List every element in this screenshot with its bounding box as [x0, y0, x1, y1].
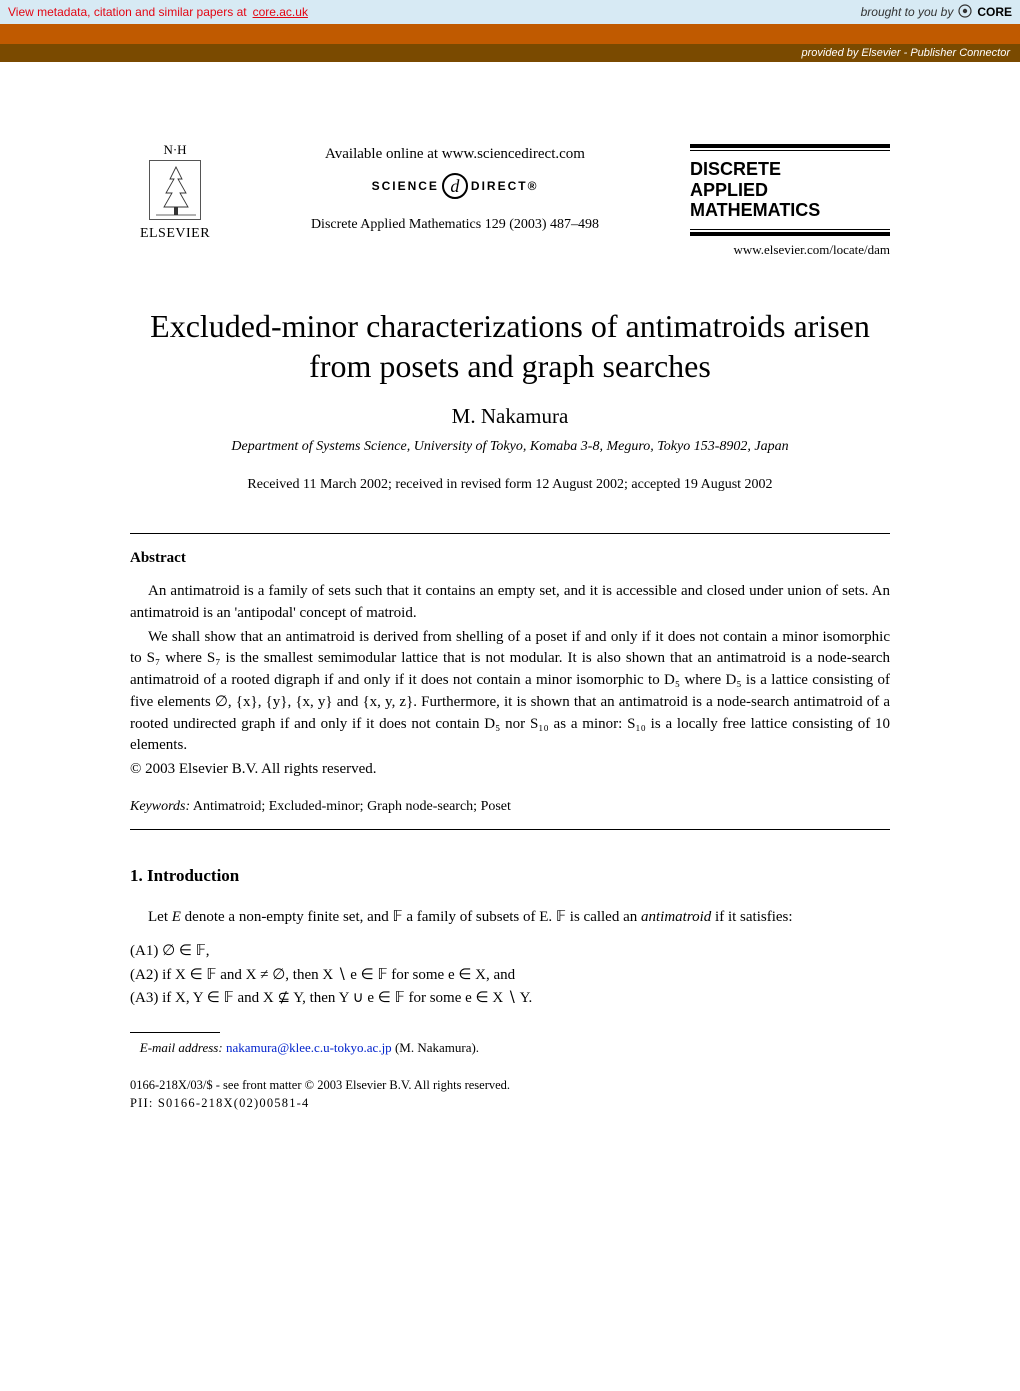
axiom-list: (A1) ∅ ∈ 𝔽, (A2) if X ∈ 𝔽 and X ≠ ∅, the…	[130, 940, 890, 1010]
page-content: N·H ELSEVIER Available online at www.sci…	[0, 62, 1020, 1152]
article-dates: Received 11 March 2002; received in revi…	[130, 477, 890, 493]
journal-name-1: DISCRETE	[690, 159, 781, 179]
locate-url: www.elsevier.com/locate/dam	[690, 242, 890, 258]
publisher-logo: N·H ELSEVIER	[130, 142, 220, 242]
axiom-a1: (A1) ∅ ∈ 𝔽,	[130, 940, 890, 963]
journal-reference: Discrete Applied Mathematics 129 (2003) …	[240, 217, 670, 233]
abstract-heading: Abstract	[130, 550, 890, 567]
sd-right: DIRECT®	[471, 179, 539, 193]
intro-p1: Let E denote a non-empty finite set, and…	[130, 906, 890, 929]
sd-circle-icon: d	[442, 173, 468, 199]
abstract-p1: An antimatroid is a family of sets such …	[130, 581, 890, 625]
core-badge-label: CORE	[977, 5, 1012, 19]
sciencedirect-badge: SCIENCE d DIRECT®	[240, 173, 670, 199]
author-name: M. Nakamura	[130, 404, 890, 429]
copyright-line1: 0166-218X/03/$ - see front matter © 2003…	[130, 1077, 890, 1095]
banner-left-text: View metadata, citation and similar pape…	[8, 5, 247, 19]
journal-name: DISCRETE APPLIED MATHEMATICS	[690, 153, 890, 227]
abstract-copyright: © 2003 Elsevier B.V. All rights reserved…	[130, 759, 890, 781]
rule-thin-bottom	[690, 229, 890, 230]
core-banner: View metadata, citation and similar pape…	[0, 0, 1020, 24]
copyright-line2: PII: S0166-218X(02)00581-4	[130, 1095, 890, 1113]
abstract-rule-top	[130, 533, 890, 534]
section-1-heading: 1. Introduction	[130, 866, 890, 886]
intro-body: Let E denote a non-empty finite set, and…	[130, 906, 890, 929]
article-title: Excluded-minor characterizations of anti…	[130, 306, 890, 386]
abstract-rule-bottom	[130, 829, 890, 830]
intro-p1-term: antimatroid	[641, 909, 711, 925]
axiom-a3: (A3) if X, Y ∈ 𝔽 and X ⊈ Y, then Y ∪ e ∈…	[130, 987, 890, 1010]
intro-p1-prefix: Let	[148, 909, 172, 925]
banner-left: View metadata, citation and similar pape…	[8, 5, 308, 19]
rule-thick-bottom	[690, 232, 890, 236]
email-label: E-mail address:	[140, 1040, 223, 1055]
journal-name-3: MATHEMATICS	[690, 200, 820, 220]
keywords-label: Keywords:	[130, 799, 190, 814]
publisher-name: ELSEVIER	[140, 226, 210, 242]
copyright-block: 0166-218X/03/$ - see front matter © 2003…	[130, 1077, 890, 1112]
abstract-body: An antimatroid is a family of sets such …	[130, 581, 890, 781]
core-icon	[957, 3, 973, 22]
core-link[interactable]: core.ac.uk	[253, 5, 308, 19]
header-center: Available online at www.sciencedirect.co…	[240, 142, 670, 233]
footnote: E-mail address: nakamura@klee.c.u-tokyo.…	[130, 1039, 890, 1057]
email-suffix: (M. Nakamura).	[392, 1040, 479, 1055]
journal-name-2: APPLIED	[690, 180, 768, 200]
sd-left: SCIENCE	[372, 179, 439, 193]
corresponding-email-link[interactable]: nakamura@klee.c.u-tokyo.ac.jp	[226, 1040, 392, 1055]
intro-p1-rest: denote a non-empty finite set, and 𝔽 a f…	[181, 909, 641, 925]
intro-p1-tail: if it satisfies:	[711, 909, 792, 925]
abstract-p2: We shall show that an antimatroid is der…	[130, 627, 890, 758]
author-affiliation: Department of Systems Science, Universit…	[130, 439, 890, 455]
header-right: DISCRETE APPLIED MATHEMATICS www.elsevie…	[690, 142, 890, 258]
provider-text: provided by Elsevier - Publisher Connect…	[802, 47, 1011, 59]
footnote-rule	[130, 1032, 220, 1033]
rule-thick-top	[690, 144, 890, 148]
keywords-line: Keywords: Antimatroid; Excluded-minor; G…	[130, 799, 890, 815]
provider-bar: provided by Elsevier - Publisher Connect…	[0, 44, 1020, 62]
orange-bar	[0, 24, 1020, 44]
rule-thin-top	[690, 150, 890, 151]
banner-right-prefix: brought to you by	[861, 5, 954, 19]
header-row: N·H ELSEVIER Available online at www.sci…	[130, 142, 890, 258]
banner-right: brought to you by CORE	[861, 3, 1012, 22]
logo-nh-letters: N·H	[163, 142, 186, 158]
keywords-text: Antimatroid; Excluded-minor; Graph node-…	[190, 799, 511, 814]
elsevier-tree-icon	[149, 160, 201, 220]
available-online-text: Available online at www.sciencedirect.co…	[240, 146, 670, 163]
axiom-a2: (A2) if X ∈ 𝔽 and X ≠ ∅, then X ∖ e ∈ 𝔽 …	[130, 964, 890, 987]
